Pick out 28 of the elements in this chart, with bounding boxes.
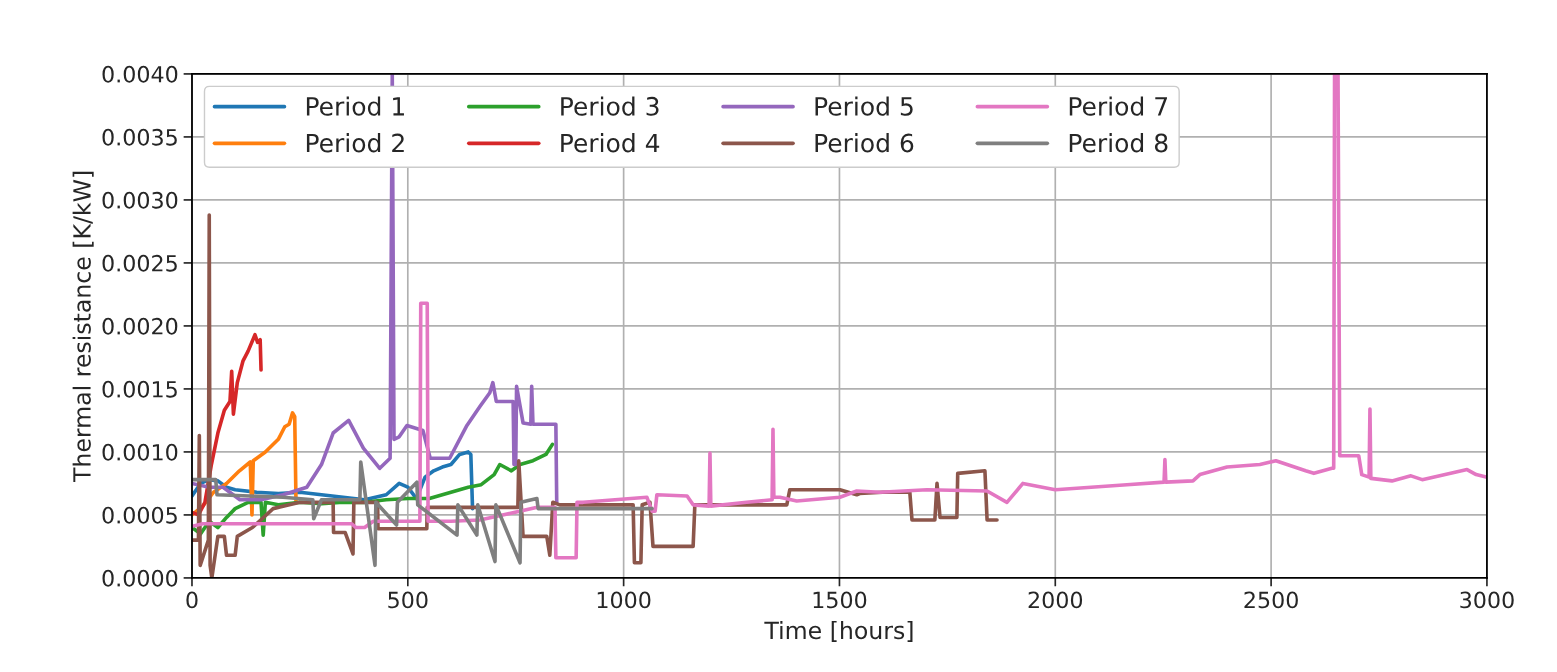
legend-label: Period 7: [1069, 96, 1168, 116]
x-tick-label: 1500: [813, 591, 867, 609]
legend-label: Period 1: [306, 96, 404, 116]
y-tick-label: 0.0020: [102, 317, 178, 335]
y-tick-label: 0.0025: [102, 254, 177, 272]
legend-label: Period 5: [815, 96, 913, 116]
x-tick-label: 3000: [1460, 591, 1514, 609]
legend-label: Period 8: [1069, 133, 1168, 153]
line-series: [191, 460, 654, 568]
x-tick-label: 500: [388, 591, 428, 609]
legend-label: Period 3: [561, 96, 659, 116]
x-tick-label: 0: [186, 591, 198, 609]
y-tick-label: 0.0000: [102, 569, 178, 587]
legend-label: Period 4: [561, 133, 660, 153]
legend-label: Period 6: [815, 133, 914, 153]
x-tick-label: 2500: [1244, 591, 1298, 609]
y-tick-label: 0.0035: [102, 128, 177, 146]
x-tick-label: 2000: [1028, 591, 1083, 609]
y-tick-label: 0.0005: [102, 506, 177, 524]
x-tick-label: 1000: [597, 591, 651, 609]
y-tick-label: 0.0015: [102, 380, 177, 398]
y-tick-label: 0.0010: [102, 443, 178, 461]
line-series: [191, 213, 999, 578]
x-axis-title: Time [hours]: [764, 620, 913, 643]
y-tick-label: 0.0040: [102, 65, 178, 83]
y-tick-label: 0.0030: [102, 191, 178, 209]
legend-label: Period 2: [306, 133, 404, 153]
y-axis-title: Thermal resistance [K/kW]: [72, 171, 94, 483]
